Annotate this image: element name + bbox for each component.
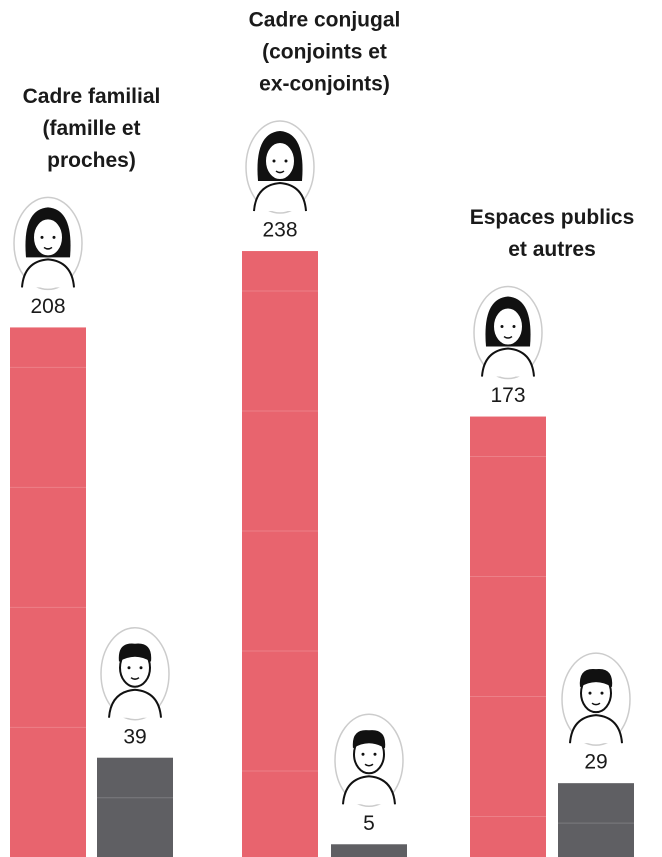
value-label: 173 [490, 384, 525, 407]
category-label: et autres [508, 238, 596, 261]
bar [242, 251, 318, 857]
eye [512, 325, 516, 329]
mouth [43, 246, 53, 250]
eye [600, 691, 604, 695]
hair [118, 643, 152, 662]
face [492, 306, 524, 347]
bar [10, 327, 86, 857]
mouth [275, 170, 285, 174]
eye [127, 666, 131, 670]
eye [139, 666, 143, 670]
value-label: 238 [262, 219, 297, 242]
category-label: Cadre conjugal [249, 9, 401, 32]
eye [500, 325, 504, 329]
bar [331, 844, 407, 857]
category-label: proches) [47, 149, 136, 172]
eye [52, 235, 56, 239]
value-label: 208 [30, 295, 65, 318]
eye [272, 159, 276, 163]
woman-icon [245, 120, 315, 214]
man-icon [561, 652, 631, 746]
body [342, 775, 396, 805]
category-label: Espaces publics [470, 206, 635, 229]
mouth [503, 335, 513, 339]
hair [579, 668, 613, 688]
category-label: (conjoints et [262, 41, 387, 64]
body [21, 258, 75, 288]
mouth [130, 677, 140, 680]
woman-icon [473, 285, 543, 380]
mouth [364, 763, 374, 767]
category-label: (famille et [42, 117, 140, 140]
body [108, 688, 162, 718]
category-label: Cadre familial [23, 85, 161, 108]
bar [558, 783, 634, 857]
mouth [591, 702, 601, 706]
eye [373, 752, 377, 756]
body [253, 182, 307, 212]
value-label: 5 [363, 812, 375, 835]
eye [588, 691, 592, 695]
face [32, 217, 64, 258]
hair [352, 730, 386, 749]
eye [284, 159, 288, 163]
value-label: 39 [123, 725, 146, 748]
body [569, 714, 623, 744]
bar [470, 416, 546, 857]
man-icon [100, 626, 170, 721]
woman-icon [13, 196, 83, 291]
man-icon [334, 713, 404, 808]
eye [361, 752, 365, 756]
bar [97, 757, 173, 857]
category-label: ex-conjoints) [259, 73, 390, 96]
face [264, 141, 296, 182]
value-label: 29 [584, 751, 607, 774]
body [481, 347, 535, 377]
eye [40, 235, 44, 239]
